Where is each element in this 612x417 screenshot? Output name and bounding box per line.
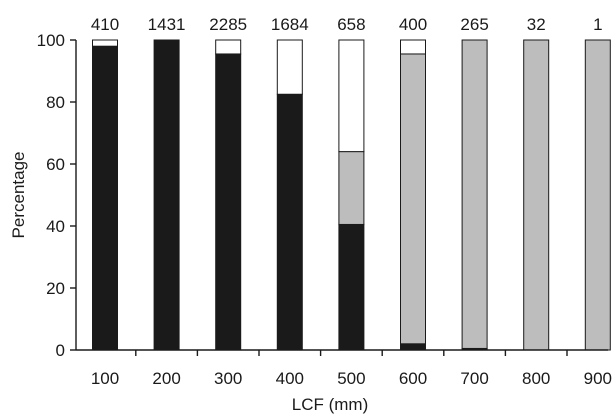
- count-label-500: 658: [337, 15, 365, 34]
- count-label-300: 2285: [209, 15, 247, 34]
- bar-segment-600-s1: [400, 53, 426, 345]
- bars-layer: [92, 39, 611, 351]
- x-tick-label-800: 800: [522, 369, 550, 388]
- x-ticks: 100 200 300 400 500 600 700 800 900: [91, 350, 612, 388]
- count-label-900: 1: [593, 15, 602, 34]
- bar-segment-700-s1: [461, 39, 488, 349]
- bar-segment-600-s2: [400, 39, 426, 55]
- x-tick-label-900: 900: [584, 369, 612, 388]
- count-label-700: 265: [460, 15, 488, 34]
- x-tick-label-500: 500: [337, 369, 365, 388]
- bar-segment-500-s0: [338, 223, 365, 351]
- bar-segment-100-s0: [92, 45, 118, 351]
- bar-segment-200-s0: [153, 39, 180, 351]
- y-ticks: 0 20 40 60 80 100: [37, 31, 76, 360]
- x-tick-label-700: 700: [460, 369, 488, 388]
- y-axis-title: Percentage: [9, 152, 28, 239]
- bar-segment-500-s1: [338, 151, 365, 225]
- count-labels: 410 1431 2285 1684 658 400 265 32 1: [91, 15, 603, 34]
- bar-segment-300-s0: [215, 53, 242, 351]
- count-label-200: 1431: [148, 15, 186, 34]
- bar-segment-600-s0: [400, 343, 426, 351]
- x-tick-label-300: 300: [214, 369, 242, 388]
- bar-segment-300-s2: [215, 39, 242, 55]
- count-label-800: 32: [527, 15, 546, 34]
- y-tick-label-60: 60: [46, 155, 65, 174]
- bar-segment-400-s0: [276, 93, 303, 351]
- bar-segment-800-s1: [523, 39, 550, 351]
- count-label-100: 410: [91, 15, 119, 34]
- y-tick-label-20: 20: [46, 279, 65, 298]
- y-tick-label-80: 80: [46, 93, 65, 112]
- count-label-400: 1684: [271, 15, 309, 34]
- y-tick-label-40: 40: [46, 217, 65, 236]
- y-tick-label-0: 0: [56, 341, 65, 360]
- x-tick-label-200: 200: [152, 369, 180, 388]
- bar-segment-100-s2: [92, 39, 118, 47]
- x-axis-title: LCF (mm): [292, 395, 368, 414]
- x-tick-label-100: 100: [91, 369, 119, 388]
- bar-segment-500-s2: [338, 39, 365, 153]
- count-label-600: 400: [399, 15, 427, 34]
- bar-segment-400-s2: [276, 39, 303, 95]
- x-tick-label-600: 600: [399, 369, 427, 388]
- bar-segment-900-s1: [584, 39, 611, 351]
- x-tick-label-400: 400: [276, 369, 304, 388]
- y-tick-label-100: 100: [37, 31, 65, 50]
